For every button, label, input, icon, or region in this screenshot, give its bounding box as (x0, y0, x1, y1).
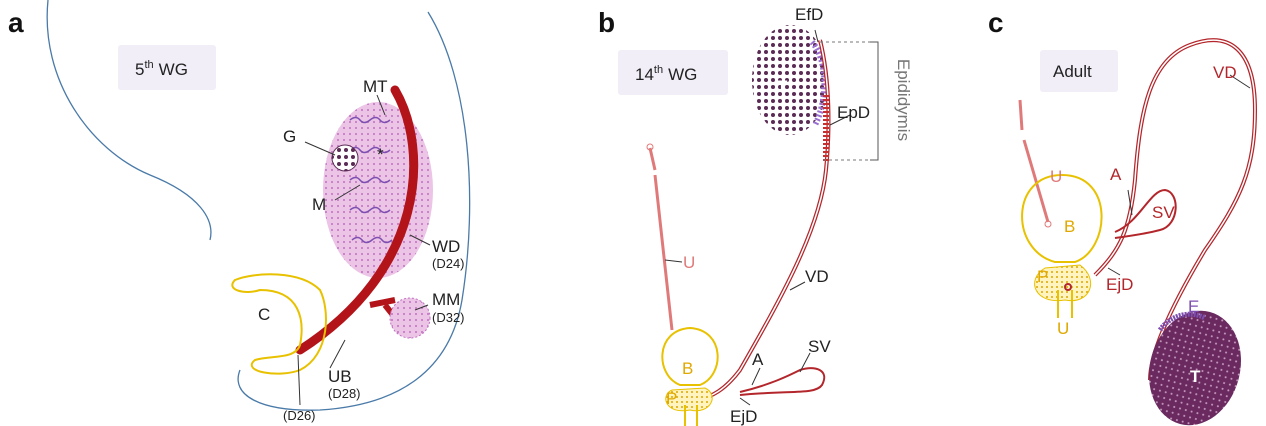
panel-letter: b (598, 7, 615, 38)
label: P (1037, 267, 1048, 286)
label: U (1057, 319, 1069, 338)
panel-letter: a (8, 7, 24, 38)
label: P (666, 389, 677, 408)
label: EpD (837, 103, 870, 122)
label: (D28) (328, 386, 361, 401)
label: WD (432, 237, 460, 256)
leader-lines (1108, 75, 1250, 275)
label: SV (808, 337, 831, 356)
label: A (752, 350, 764, 369)
embryo-outline (47, 0, 211, 240)
ureter (650, 148, 672, 330)
label: M (312, 195, 326, 214)
label: SV (1152, 203, 1175, 222)
label: VD (1213, 63, 1237, 82)
label: U (1050, 167, 1062, 186)
seminal-vesicle (740, 368, 824, 395)
stage: Adult (1053, 62, 1092, 81)
label: EfD (795, 5, 823, 24)
label: E (1188, 297, 1199, 316)
figure: a 5thWG MT G * M WD (D24) MM (D32) C UB … (0, 0, 1266, 426)
label: EjD (730, 407, 757, 426)
label: T (1190, 367, 1201, 386)
label: (D24) (432, 256, 465, 271)
gonad (332, 145, 358, 171)
label: G (283, 127, 296, 146)
panel-letter: c (988, 7, 1004, 38)
label: B (1064, 217, 1075, 236)
label: EjD (1106, 275, 1133, 294)
label: MT (363, 77, 388, 96)
label: * (377, 145, 384, 164)
cloaca (232, 274, 326, 373)
label: U (683, 253, 695, 272)
testis (1137, 300, 1254, 426)
bracket (870, 42, 878, 160)
label: T (777, 77, 788, 96)
label: C (258, 305, 270, 324)
bladder (1022, 175, 1101, 262)
label: B (682, 359, 693, 378)
panel-c: c Adult VD U A SV B EjD P U E T (988, 7, 1255, 426)
label: (D26) (283, 408, 316, 423)
metanephric-mesenchyme (390, 298, 430, 338)
label: MM (432, 290, 460, 309)
label: VD (805, 267, 829, 286)
label: A (1110, 165, 1122, 184)
label: Epididymis (894, 59, 913, 141)
label: (D32) (432, 310, 465, 325)
label: UB (328, 367, 352, 386)
